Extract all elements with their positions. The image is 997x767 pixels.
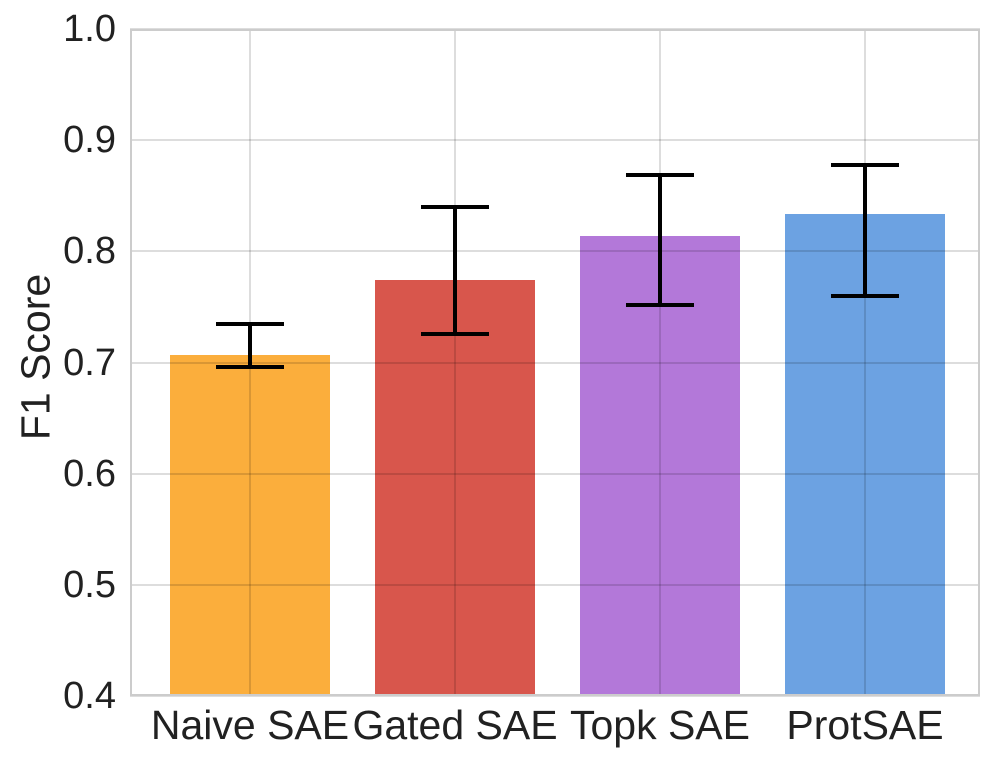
y-tick-label-0.6: 0.6 — [63, 452, 116, 495]
y-tick-label-0.5: 0.5 — [63, 563, 116, 606]
x-tick-label-0: Naive SAE — [150, 702, 350, 748]
error-bar-cap-bottom-2 — [626, 302, 694, 307]
left-spine — [130, 29, 132, 696]
error-bar-cap-bottom-0 — [216, 364, 284, 369]
v-gridline — [864, 29, 866, 696]
bar-1 — [375, 280, 535, 696]
x-tick-label-1: Gated SAE — [352, 702, 558, 748]
h-gridline — [130, 583, 980, 586]
v-gridline — [659, 29, 661, 696]
y-tick-label-0.4: 0.4 — [63, 675, 116, 717]
error-bar-line-2 — [658, 174, 662, 305]
h-gridline — [130, 139, 980, 142]
error-bar-cap-top-2 — [626, 172, 694, 177]
h-gridline — [130, 250, 980, 253]
h-gridline — [130, 695, 980, 697]
error-bar-line-3 — [863, 164, 867, 296]
x-tick-label-2: Topk SAE — [569, 702, 751, 748]
v-gridline — [454, 29, 456, 696]
top-spine — [130, 29, 980, 31]
error-bar-cap-bottom-1 — [421, 331, 489, 336]
plot-area — [130, 28, 980, 697]
error-bar-cap-top-1 — [421, 204, 489, 209]
y-tick-label-0.7: 0.7 — [63, 341, 116, 384]
error-bar-line-1 — [453, 206, 457, 334]
error-bar-cap-bottom-3 — [831, 293, 899, 298]
h-gridline — [130, 472, 980, 475]
y-tick-label-1.0: 1.0 — [63, 8, 116, 50]
error-bar-cap-top-0 — [216, 321, 284, 326]
bar-2 — [580, 235, 740, 696]
error-bar-line-0 — [248, 323, 252, 367]
right-spine — [978, 29, 980, 696]
h-gridline — [130, 361, 980, 364]
bottom-spine — [130, 694, 980, 696]
y-tick-label-0.8: 0.8 — [63, 230, 116, 273]
bar-0 — [170, 354, 330, 696]
error-bar-cap-top-3 — [831, 162, 899, 167]
x-tick-label-3: ProtSAE — [786, 702, 944, 748]
y-tick-label-0.9: 0.9 — [63, 119, 116, 162]
